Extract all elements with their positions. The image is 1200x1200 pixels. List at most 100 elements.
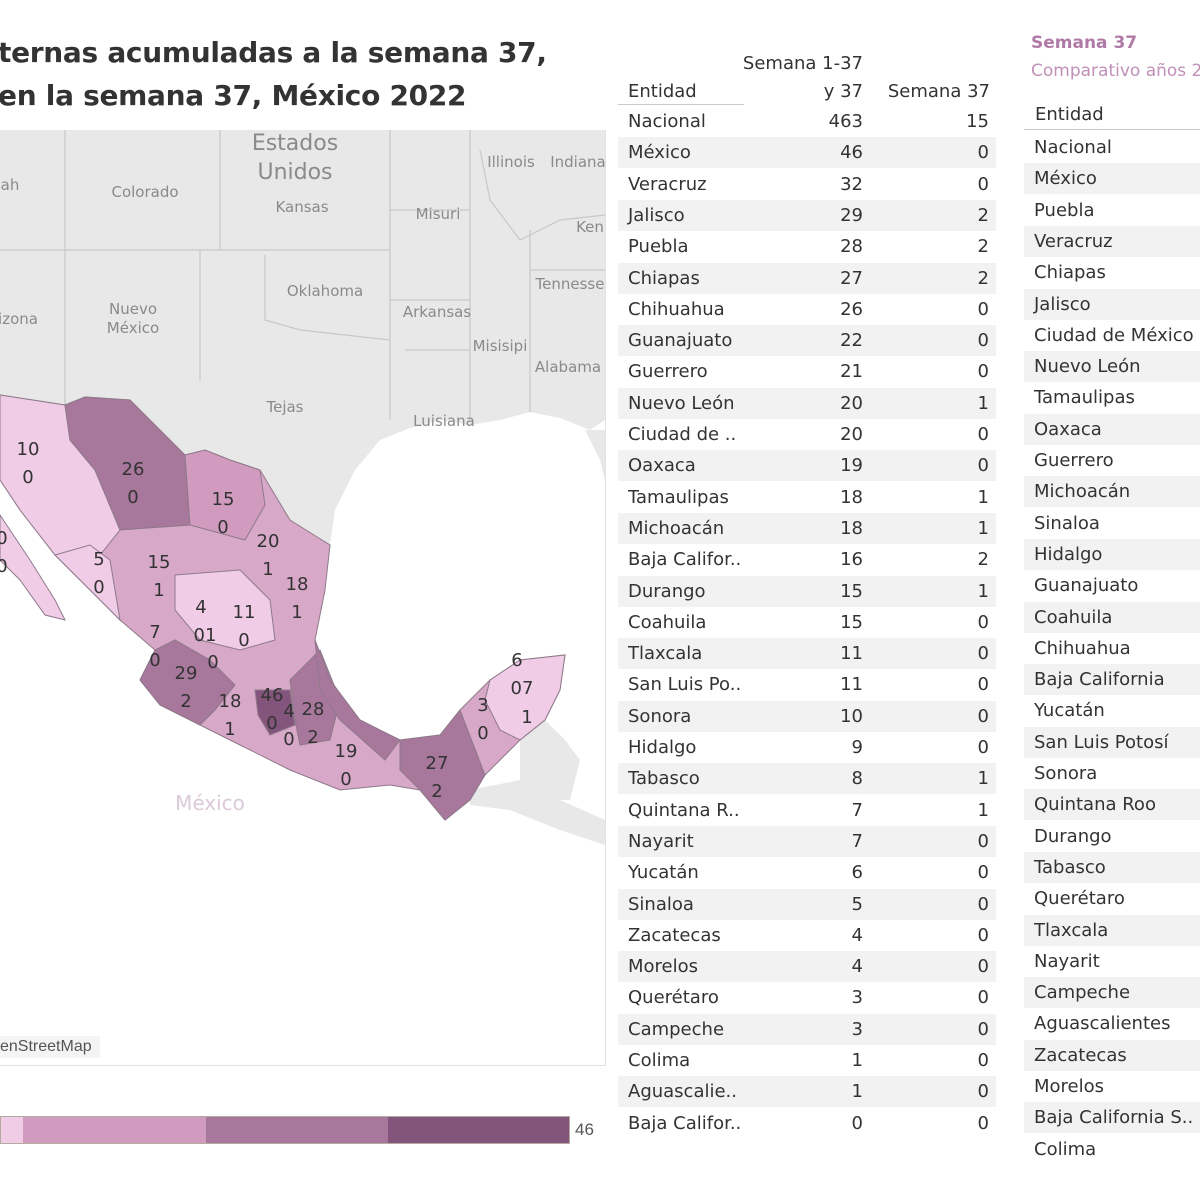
map-attribution[interactable]: enStreetMap [0, 1036, 100, 1058]
table-row[interactable]: Michoacán [1024, 476, 1200, 508]
state-yucatan-peninsula[interactable] [484, 654, 566, 741]
table-row[interactable]: Baja California [1024, 664, 1200, 696]
table-row[interactable]: Coahuila 15 0 [618, 607, 996, 638]
table-row[interactable]: Baja California S.. [1024, 1102, 1200, 1134]
table-row[interactable]: Veracruz [1024, 225, 1200, 257]
table-row[interactable]: Morelos [1024, 1071, 1200, 1102]
state-coahuila[interactable] [184, 449, 266, 541]
table-row[interactable]: Chihuahua [1024, 633, 1200, 664]
table-row[interactable]: Guanajuato 22 0 [618, 325, 996, 357]
table-row[interactable]: Tamaulipas 18 1 [618, 482, 996, 513]
table-row[interactable]: México [1024, 163, 1200, 195]
state-baja-california-sur[interactable] [0, 514, 66, 621]
table-row[interactable]: Aguascalientes [1024, 1008, 1200, 1039]
table-row[interactable]: Nuevo León [1024, 351, 1200, 383]
table-row[interactable]: Chihuahua 26 0 [618, 294, 996, 325]
table-row[interactable]: San Luis Potosí [1024, 726, 1200, 758]
table-row[interactable]: Chiapas 27 2 [618, 262, 996, 294]
table-row[interactable]: Ciudad de .. 20 0 [618, 419, 996, 450]
table-row[interactable]: Zacatecas 4 0 [618, 920, 996, 951]
table-row[interactable]: San Luis Po.. 11 0 [618, 669, 996, 700]
place-label: México [107, 319, 159, 337]
place-label: Tejas [265, 398, 303, 416]
cumulative-cell: 0 [851, 1112, 863, 1134]
entidad-cell: Oaxaca [628, 455, 696, 477]
table-row[interactable]: Nacional [1024, 132, 1200, 163]
state-total-label: 18 [219, 691, 242, 712]
state-veracruz[interactable] [314, 639, 401, 761]
entidad-cell: Nayarit [1034, 950, 1100, 972]
table-row[interactable]: México 46 0 [618, 137, 996, 169]
table-row[interactable]: Durango [1024, 821, 1200, 852]
table-row[interactable]: Durango 15 1 [618, 575, 996, 607]
legend-swatch [388, 1117, 569, 1143]
table-row[interactable]: Nacional 463 15 [618, 106, 996, 137]
week-cell: 0 [977, 1050, 989, 1071]
table-row[interactable]: Chiapas [1024, 257, 1200, 288]
state-chiapas[interactable] [399, 709, 486, 821]
table2-header-entidad: Entidad [1035, 104, 1104, 125]
table-row[interactable]: Tlaxcala 11 0 [618, 638, 996, 670]
table-row[interactable]: Guerrero [1024, 445, 1200, 476]
legend-swatch [23, 1117, 206, 1143]
table-row[interactable]: Nayarit 7 0 [618, 825, 996, 857]
table-row[interactable]: Colima [1024, 1134, 1200, 1165]
state-jalisco[interactable] [139, 639, 236, 726]
table-row[interactable]: Aguascalie.. 1 0 [618, 1076, 996, 1108]
table-row[interactable]: Tabasco 8 1 [618, 763, 996, 795]
table-row[interactable]: Quintana R.. 7 1 [618, 795, 996, 826]
table-row[interactable]: Puebla 28 2 [618, 231, 996, 262]
table-row[interactable]: Yucatán [1024, 695, 1200, 726]
table-row[interactable]: Nuevo León 20 1 [618, 387, 996, 419]
table-row[interactable]: Guanajuato [1024, 570, 1200, 601]
cumulative-cell: 29 [840, 204, 863, 226]
cumulative-cell: 11 [840, 643, 863, 665]
table-row[interactable]: Querétaro [1024, 883, 1200, 914]
table-row[interactable]: Hidalgo 9 0 [618, 732, 996, 763]
table-row[interactable]: Oaxaca 19 0 [618, 450, 996, 482]
table-row[interactable]: Veracruz 32 0 [618, 169, 996, 200]
entidad-cell: Zacatecas [628, 924, 721, 946]
state-total-label: 46 [261, 685, 284, 706]
table-row[interactable]: Morelos 4 0 [618, 951, 996, 983]
place-label: izona [0, 310, 38, 328]
table-row[interactable]: Baja Califor.. 16 2 [618, 544, 996, 575]
entidad-cell: Tlaxcala [1034, 919, 1109, 941]
table-row[interactable]: Sinaloa 5 0 [618, 888, 996, 920]
table-row[interactable]: Coahuila [1024, 601, 1200, 633]
table-row[interactable]: Nayarit [1024, 946, 1200, 977]
table-row[interactable]: Sinaloa [1024, 508, 1200, 539]
table-row[interactable]: Puebla [1024, 195, 1200, 226]
state-total-label: 3 [477, 695, 488, 716]
table-row[interactable]: Jalisco 29 2 [618, 199, 996, 231]
table-row[interactable]: Guerrero 21 0 [618, 356, 996, 387]
table-row[interactable]: Sonora 10 0 [618, 700, 996, 732]
place-label: Estados [252, 131, 338, 156]
place-label: Tennesse [535, 275, 605, 293]
table-row[interactable]: Jalisco [1024, 288, 1200, 320]
table-row[interactable]: Campeche 3 0 [618, 1013, 996, 1045]
table-row[interactable]: Sonora [1024, 758, 1200, 789]
table-row[interactable]: Tabasco [1024, 851, 1200, 883]
table-row[interactable]: Yucatán 6 0 [618, 857, 996, 888]
cumulative-cell: 18 [840, 486, 863, 508]
state-total-label: 29 [175, 663, 198, 684]
table-row[interactable]: Michoacán 18 1 [618, 512, 996, 544]
table-row[interactable]: Baja Califor.. 0 0 [618, 1108, 996, 1139]
table-row[interactable]: Colima 1 0 [618, 1045, 996, 1076]
state-week-label: 0 [93, 577, 104, 598]
state-mexico[interactable] [254, 689, 296, 736]
entidad-cell: Nuevo León [628, 392, 735, 414]
table-row[interactable]: Quintana Roo [1024, 789, 1200, 821]
table-row[interactable]: Tamaulipas [1024, 382, 1200, 413]
table-row[interactable]: Hidalgo [1024, 538, 1200, 570]
table-row[interactable]: Ciudad de México [1024, 320, 1200, 351]
state-zacatecas-slp[interactable] [174, 569, 276, 651]
table-row[interactable]: Tlaxcala [1024, 914, 1200, 946]
table-row[interactable]: Zacatecas [1024, 1039, 1200, 1071]
state-sinaloa[interactable] [54, 544, 121, 622]
table-row[interactable]: Oaxaca [1024, 413, 1200, 445]
table-row[interactable]: Campeche [1024, 977, 1200, 1009]
table-row[interactable]: Querétaro 3 0 [618, 982, 996, 1013]
choropleth-map[interactable]: Estados Unidos ah Colorado Kansas Illinois Ind… [0, 130, 606, 1066]
